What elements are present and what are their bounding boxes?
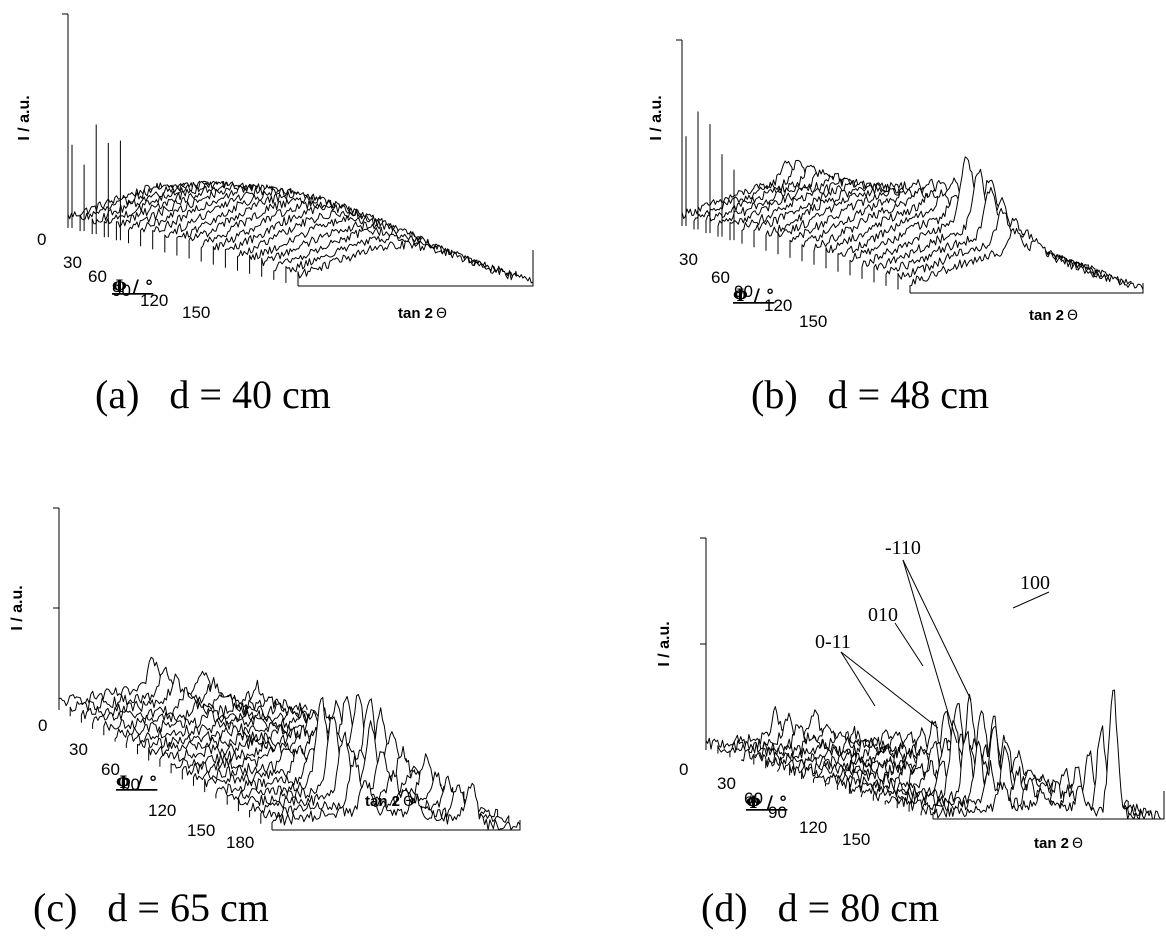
panel-c-depth-tick-0: 0 bbox=[38, 716, 47, 735]
panel-a-depth-tick-30: 30 bbox=[63, 253, 82, 272]
panel-a-depth-tick-0: 0 bbox=[37, 230, 46, 249]
panel-a-depth-tick-150: 150 bbox=[182, 303, 210, 322]
panel-a-baseline bbox=[298, 250, 534, 287]
panel-d-depth-tick-30: 30 bbox=[717, 774, 736, 793]
panel-d-trace-20 bbox=[932, 689, 1164, 820]
panel-b-traces bbox=[681, 111, 1144, 293]
panel-a-caption: (a) d = 40 cm bbox=[95, 372, 331, 417]
panel-b-caption: (b) d = 48 cm bbox=[751, 372, 989, 417]
panel-d-y-label: I / a.u. bbox=[656, 621, 673, 666]
panel-a-depth-tick-60: 60 bbox=[88, 267, 107, 286]
panel-c-traces bbox=[58, 656, 521, 831]
panel-d-annotation-leader-1-2 bbox=[840, 651, 939, 729]
panel-d-annotation-1: 0-11 bbox=[815, 631, 851, 653]
panel-d-annotation-leader-3-1 bbox=[902, 559, 972, 701]
panel-d-annotation-4: 100 bbox=[1020, 572, 1050, 594]
panel-d-depth-tick-0: 0 bbox=[679, 760, 688, 779]
panel-d-depth-tick-150: 150 bbox=[842, 830, 870, 849]
panel-b-depth-tick-120: 120 bbox=[764, 296, 792, 315]
panel-a-depth-tick-90: 90 bbox=[112, 281, 131, 300]
panel-a-depth-ticks: 0 30 60 90 120 150 bbox=[37, 230, 210, 322]
panel-d-annotation-leader-4-1 bbox=[1012, 591, 1050, 609]
panel-c-depth-tick-120: 120 bbox=[148, 801, 176, 820]
panel-c-trace-20 bbox=[271, 780, 521, 831]
panel-b-depth-tick-90: 90 bbox=[734, 282, 753, 301]
panel-c-depth-tick-90: 90 bbox=[121, 775, 140, 794]
panel-b-depth-tick-60: 60 bbox=[711, 268, 730, 287]
panel-c-depth-label: Φ / ° bbox=[116, 773, 157, 793]
panel-d-annotations: 0-11 010 -110 100 bbox=[815, 537, 1050, 744]
panel-c-caption: (c) d = 65 cm bbox=[33, 885, 269, 930]
panel-c-depth-tick-30: 30 bbox=[69, 740, 88, 759]
panel-d-depth-tick-90: 90 bbox=[768, 803, 787, 822]
panel-c-y-label: I / a.u. bbox=[9, 585, 26, 630]
panel-b-y-label: I / a.u. bbox=[648, 95, 665, 140]
panel-c-baseline bbox=[272, 820, 521, 831]
panel-b-depth-tick-150: 150 bbox=[799, 312, 827, 331]
panel-d-baseline bbox=[933, 791, 1165, 820]
panel-d-depth-ticks: 0 30 60 90 120 150 bbox=[679, 760, 870, 849]
panel-b-depth-label: Φ / ° bbox=[733, 286, 774, 306]
panel-d-depth-label: Φ / ° bbox=[746, 793, 787, 813]
panel-b-depth-tick-30: 30 bbox=[679, 250, 698, 269]
panel-c-depth-tick-150: 150 bbox=[187, 821, 215, 840]
panel-b-baseline bbox=[910, 283, 1144, 294]
panel-d-annotation-leader-3-2 bbox=[902, 559, 958, 744]
panel-d-annotation-3: -110 bbox=[885, 537, 921, 559]
panel-a-trace-20 bbox=[297, 240, 534, 286]
panel-c-depth-tick-180: 180 bbox=[226, 833, 254, 852]
panel-d-annotation-2: 010 bbox=[868, 604, 898, 626]
panel-a-traces bbox=[67, 124, 534, 286]
panel-d-annotation-leader-1-1 bbox=[840, 651, 876, 707]
panel-d-traces bbox=[705, 689, 1164, 820]
panel-c-depth-tick-60: 60 bbox=[101, 760, 120, 779]
panel-a-depth-label: Φ / ° bbox=[112, 277, 153, 297]
panel-d-depth-tick-120: 120 bbox=[799, 818, 827, 837]
panel-d-depth-tick-60: 60 bbox=[744, 789, 763, 808]
panel-d-caption: (d) d = 80 cm bbox=[701, 885, 939, 930]
panel-a-depth-tick-120: 120 bbox=[140, 291, 168, 310]
panel-b-trace-20 bbox=[909, 227, 1144, 293]
panel-d-annotation-leader-2-1 bbox=[894, 622, 924, 667]
panel-a-y-label: I / a.u. bbox=[16, 95, 33, 140]
